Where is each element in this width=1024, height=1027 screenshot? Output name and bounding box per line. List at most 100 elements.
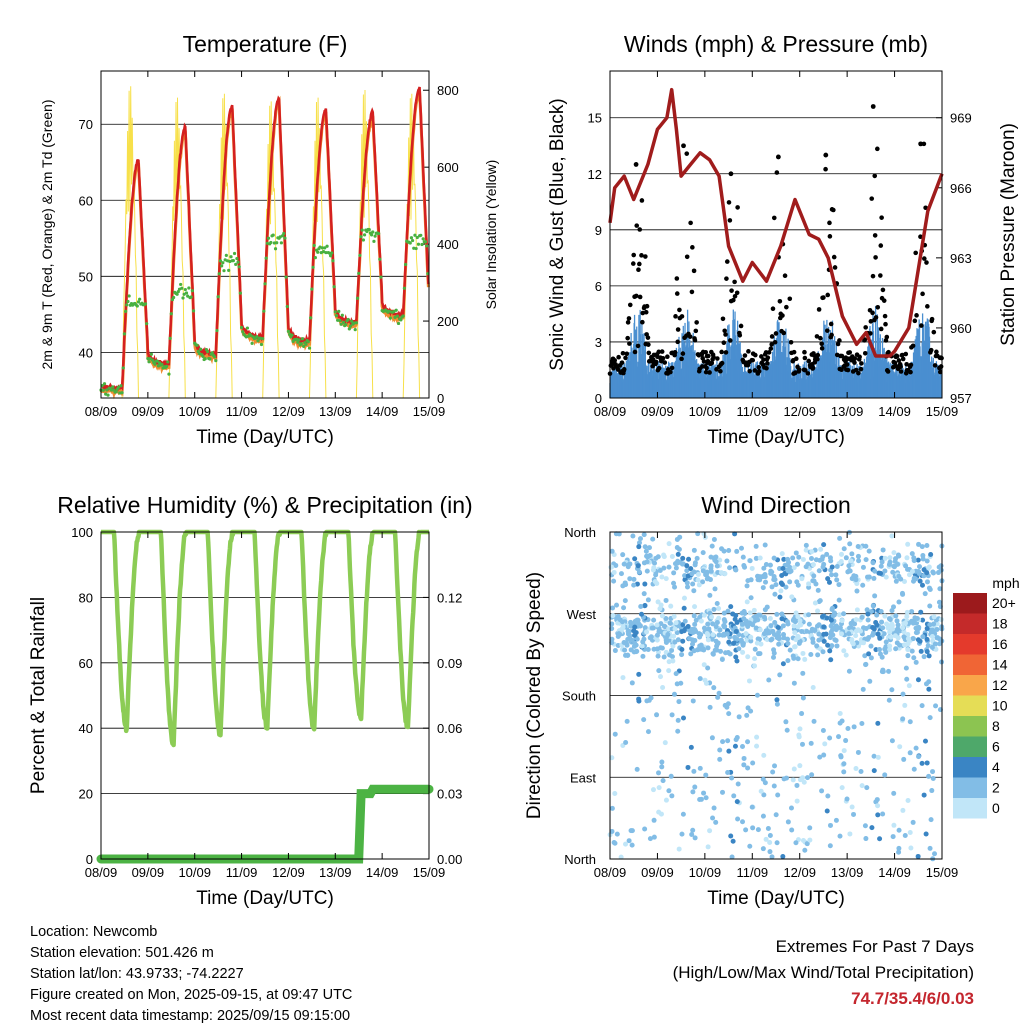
dewpoint-points	[99, 227, 430, 397]
dewpoint-point	[272, 241, 276, 245]
direction-point	[835, 625, 841, 631]
direction-point	[647, 552, 653, 558]
direction-point	[931, 614, 937, 620]
gust-point	[910, 343, 916, 349]
dewpoint-point	[425, 244, 429, 248]
direction-point	[674, 630, 680, 636]
direction-point	[734, 735, 740, 741]
direction-point	[679, 831, 685, 837]
direction-point	[715, 694, 721, 700]
gust-point	[878, 243, 884, 248]
gust-point	[701, 359, 707, 364]
dewpoint-point	[169, 312, 173, 316]
direction-y-tick-label: North	[564, 852, 596, 867]
direction-points	[607, 529, 945, 862]
direction-point	[701, 662, 707, 668]
dewpoint-point	[353, 327, 357, 332]
direction-point	[690, 581, 696, 587]
gust-point	[919, 323, 924, 328]
dewpoint-point	[121, 366, 125, 370]
winds-y-left-tick-label: 3	[595, 335, 602, 350]
dewpoint-point	[415, 235, 419, 240]
direction-point	[772, 620, 778, 626]
direction-point	[913, 745, 919, 751]
direction-point	[903, 665, 909, 671]
direction-point	[621, 561, 627, 567]
direction-point	[851, 811, 857, 817]
gust-point	[729, 288, 734, 293]
temperature-x-tick-label: 08/09	[85, 404, 118, 419]
direction-point	[820, 649, 826, 655]
gust-point	[690, 245, 695, 250]
direction-point	[821, 752, 827, 758]
dewpoint-point	[300, 337, 305, 341]
direction-point	[741, 762, 747, 768]
direction-point	[743, 827, 749, 833]
winds-plot-frame	[609, 70, 943, 399]
winds-x-tick-label: 12/09	[783, 404, 816, 419]
direction-point	[620, 675, 626, 681]
direction-point	[867, 678, 873, 684]
direction-point	[691, 588, 697, 594]
direction-point	[812, 627, 818, 633]
direction-point	[644, 568, 650, 574]
gust-point	[929, 316, 935, 322]
direction-point	[880, 625, 886, 631]
dewpoint-point	[304, 342, 308, 346]
winds-y-right-tick-label: 966	[950, 181, 972, 196]
gust-point	[679, 356, 684, 362]
direction-point	[793, 610, 799, 616]
dewpoint-point	[339, 322, 343, 326]
direction-point	[938, 617, 944, 623]
temperature-x-tick-label: 12/09	[272, 404, 305, 419]
gust-point	[883, 321, 888, 327]
gust-point	[723, 350, 729, 355]
direction-point	[709, 636, 715, 642]
gust-point	[711, 354, 716, 360]
direction-point	[922, 591, 928, 597]
direction-point	[871, 753, 877, 759]
direction-point	[815, 652, 821, 658]
winds-x-tick-label: 10/09	[689, 404, 722, 419]
extremes-subheading: (High/Low/Max Wind/Total Precipitation)	[672, 963, 974, 982]
direction-point	[641, 717, 647, 723]
direction-point	[821, 638, 827, 644]
humidity-y-left-tick-label: 100	[71, 525, 93, 540]
dewpoint-point	[357, 271, 361, 275]
gust-point	[898, 364, 903, 370]
direction-point	[722, 702, 728, 708]
direction-point	[866, 574, 872, 580]
direction-point	[773, 812, 779, 818]
direction-point	[703, 772, 709, 778]
direction-point	[781, 635, 787, 641]
direction-point	[932, 641, 938, 647]
dewpoint-point	[284, 275, 288, 279]
direction-point	[841, 546, 847, 552]
direction-point	[630, 533, 636, 539]
direction-point	[775, 625, 781, 631]
latlon-text: Station lat/lon: 43.9733; -74.2227	[30, 966, 244, 982]
direction-point	[675, 551, 681, 557]
direction-y-label: Direction (Colored By Speed)	[524, 572, 545, 819]
direction-point	[797, 726, 803, 732]
direction-point	[760, 585, 766, 591]
dewpoint-point	[184, 291, 189, 295]
direction-point	[846, 563, 852, 569]
temperature-x-axis-label: Time (Day/UTC)	[196, 427, 334, 448]
direction-point	[654, 580, 660, 586]
direction-point	[865, 617, 871, 623]
direction-point	[610, 605, 616, 611]
direction-point	[623, 841, 629, 847]
gust-point	[875, 304, 881, 310]
direction-point	[901, 629, 907, 635]
direction-point	[918, 609, 924, 615]
direction-point	[663, 597, 669, 603]
direction-point	[911, 578, 917, 584]
dewpoint-point	[347, 327, 351, 331]
dewpoint-point	[227, 268, 231, 273]
direction-point	[697, 765, 703, 771]
gust-point	[828, 321, 834, 327]
direction-point	[748, 634, 754, 640]
direction-point	[775, 792, 781, 798]
direction-point	[785, 658, 791, 664]
